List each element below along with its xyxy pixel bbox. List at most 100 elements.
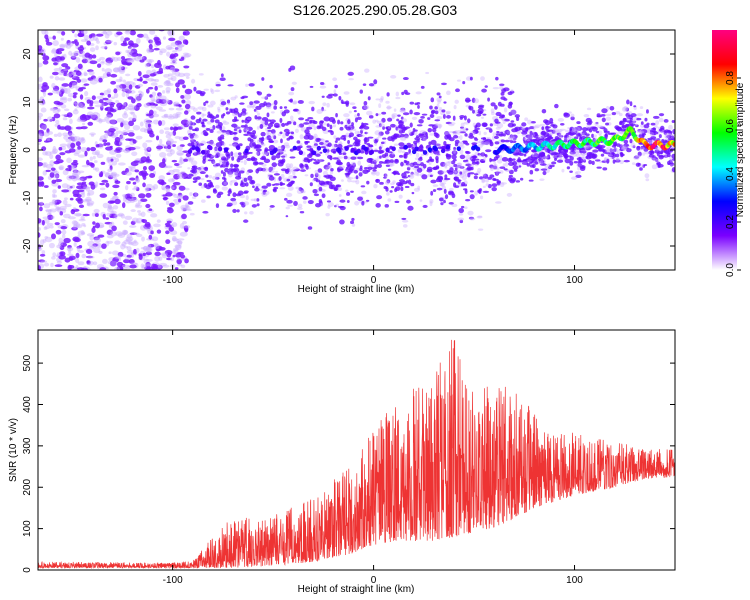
spectrogram-signal-blob [636,113,644,117]
spectrogram-signal-blob [249,179,256,185]
spectrogram-noise-blob [166,220,172,224]
spectrogram-noise-blob [78,218,86,222]
spectrogram-noise-blob [132,104,136,111]
spectrogram-signal-blob [326,123,330,127]
spectrogram-signal-blob [241,108,247,113]
spectrogram-signal-blob [425,71,430,75]
spectrogram-signal-blob [288,91,295,96]
spectrogram-signal-blob [207,140,215,145]
spectrogram-signal-blob [231,200,238,206]
spectrogram-noise-blob [109,260,118,267]
spectrogram-signal-blob [541,156,548,160]
spectrogram-noise-blob [43,262,50,267]
spectrogram-signal-blob [347,119,351,125]
spectrogram-noise-blob [79,176,87,181]
spectrogram-noise-blob [146,246,152,253]
spectrogram-signal-blob [485,183,490,187]
spectrogram-signal-blob [398,182,403,186]
spectrogram-signal-blob [601,160,607,163]
spectrogram-noise-blob [110,260,116,267]
spectrogram-noise-blob [146,102,152,106]
spectrogram-signal-blob [327,142,332,148]
spectrogram-signal-blob [283,128,290,133]
spectrogram-noise-blob [135,175,139,182]
spectrogram-signal-blob [256,151,261,156]
spectrogram-noise-blob [71,172,78,176]
spectrogram-noise-blob [110,172,117,179]
spectrogram-noise-blob [133,185,139,190]
spectrogram-signal-blob [649,132,654,135]
spectrogram-noise-blob [113,41,118,46]
spectrogram-signal-blob [467,210,474,216]
spectrogram-signal-blob [539,152,546,157]
spectrogram-noise-blob [68,82,73,88]
spectrogram-signal-blob [523,153,527,157]
spectrogram-signal-blob [615,126,622,130]
spectrogram-signal-blob [511,123,516,127]
spectrogram-noise-blob [133,232,140,236]
colorbar-label: Normalized spectral amplitude [735,82,746,217]
spectrogram-signal-blob [644,173,650,179]
spectrogram-signal-blob [201,113,205,118]
spectrogram-signal-blob [465,163,472,167]
spectrogram-ridge-cell [200,149,206,155]
spectrogram-noise-blob [184,202,190,208]
spectrogram-signal-blob [529,130,533,137]
spectrogram-signal-blob [277,161,284,167]
spectrogram-signal-blob [264,124,268,128]
spectrogram-noise-blob [52,85,60,92]
spectrogram-signal-blob [465,99,472,102]
spectrogram-signal-blob [401,217,407,220]
spectrogram-noise-blob [43,140,50,143]
spectrogram-noise-blob [112,250,119,256]
spectrogram-signal-blob [305,132,311,137]
spectrogram-ridge-cell [298,150,304,156]
spectrogram-noise-blob [150,39,154,45]
spectrogram-signal-blob [480,141,486,146]
spectrogram-signal-blob [243,201,250,206]
spectrogram-ridge-cell [350,147,355,153]
spectrogram-signal-blob [272,183,275,187]
spectrogram-noise-blob [61,31,66,36]
spectrogram-noise-blob [104,33,110,39]
spectrogram-signal-blob [529,169,534,175]
spectrogram-noise-blob [75,252,80,259]
spectrogram-signal-blob [207,159,213,162]
spectrogram-signal-blob [400,116,404,120]
spectrogram-signal-blob [378,103,382,109]
spectrogram-noise-blob [176,240,183,245]
spectrogram-noise-blob [126,180,131,185]
spectrogram-signal-blob [320,146,326,149]
spectrogram-noise-blob [114,180,121,184]
spectrogram-signal-blob [205,100,209,104]
spectrogram-noise-blob [42,151,48,156]
spectrogram-signal-blob [601,117,606,123]
spectrogram-noise-blob [93,208,100,213]
spectrogram-signal-blob [263,158,271,164]
spectrogram-signal-blob [557,129,563,133]
spectrogram-signal-blob [308,123,315,128]
spectrogram-noise-blob [185,205,191,211]
spectrogram-noise-blob [80,78,88,83]
spectrogram-signal-blob [313,136,317,140]
spectrogram-noise-blob [57,124,61,130]
spectrogram-noise-blob [129,192,135,198]
spectrogram-noise-blob [161,115,169,119]
spectrogram-ridge-cell [344,146,349,152]
spectrogram-signal-blob [198,143,204,146]
spectrogram-noise-blob [50,262,54,268]
spectrogram-noise-blob [173,194,180,199]
spectrogram-signal-blob [192,132,196,136]
spectrogram-noise-blob [71,220,78,226]
spectrogram-signal-blob [221,180,228,187]
spectrogram-signal-blob [401,108,405,111]
spectrogram-noise-blob [102,202,109,209]
spectrogram-signal-blob [409,109,413,115]
spectrogram-noise-blob [49,119,53,122]
spectrogram-signal-blob [245,117,251,121]
spectrogram-signal-blob [625,112,631,118]
spectrogram-signal-blob [333,143,338,148]
spectrogram-noise-blob [168,226,175,232]
spectrogram-signal-blob [453,182,457,188]
spectrogram-noise-blob [173,250,177,256]
